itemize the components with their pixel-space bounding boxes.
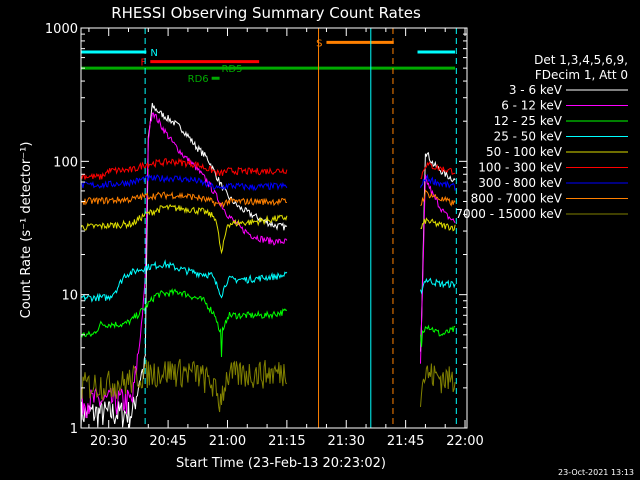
- legend-label-8: 7000 - 15000 keV: [455, 207, 562, 221]
- legend-label-6: 300 - 800 keV: [478, 176, 562, 190]
- series-line-5: [80, 157, 456, 180]
- legend-label-7: 800 - 7000 keV: [471, 192, 563, 206]
- y-tick-label-2: 100: [53, 155, 78, 170]
- series-line-3: [80, 259, 456, 303]
- x-tick-label-4: 21:30: [328, 434, 365, 449]
- legend-header-1: FDecim 1, Att 0: [535, 68, 628, 82]
- legend-label-5: 100 - 300 keV: [478, 161, 562, 175]
- series-line-2: [80, 287, 456, 358]
- legend-label-1: 6 - 12 keV: [501, 99, 563, 113]
- x-tick-label-3: 21:15: [268, 434, 305, 449]
- legend: Det 1,3,4,5,6,9,FDecim 1, Att 03 - 6 keV…: [455, 53, 628, 221]
- flag-label-2: S: [316, 38, 322, 49]
- legend-label-0: 3 - 6 keV: [509, 83, 563, 97]
- x-tick-label-2: 21:00: [209, 434, 246, 449]
- x-tick-label-1: 20:45: [149, 434, 186, 449]
- legend-label-3: 25 - 50 keV: [494, 130, 563, 144]
- x-axis-label: Start Time (23-Feb-13 20:23:02): [176, 456, 386, 471]
- series-line-8: [80, 358, 456, 413]
- x-axis: 20:30 20:45 21:00 21:15 21:30 21:45 22:00: [88, 28, 484, 449]
- x-tick-label-0: 20:30: [90, 434, 127, 449]
- y-axis: 1 10 100 1000: [45, 22, 467, 437]
- flag-label-1: F: [141, 58, 147, 69]
- flag-label-0: N: [150, 48, 157, 59]
- x-tick-label-5: 21:45: [387, 434, 424, 449]
- legend-header-0: Det 1,3,4,5,6,9,: [534, 53, 628, 67]
- flag-label-4: RD6: [188, 74, 209, 85]
- x-tick-label-6: 22:00: [446, 434, 483, 449]
- chart-title: RHESSI Observing Summary Count Rates: [111, 4, 421, 22]
- series-line-4: [80, 203, 456, 255]
- series-line-6: [80, 173, 456, 192]
- legend-label-2: 12 - 25 keV: [494, 114, 563, 128]
- y-tick-label-3: 1000: [45, 22, 78, 37]
- y-axis-label: Count Rate (s⁻¹ detector⁻¹): [19, 142, 34, 319]
- footer-date: 23-Oct-2021 13:13: [558, 468, 634, 477]
- plot-frame: [80, 27, 468, 429]
- plot-layers: NFSRD6RD5: [80, 28, 457, 429]
- series-line-7: [80, 188, 456, 209]
- y-tick-label-0: 1: [70, 422, 78, 437]
- y-tick-label-1: 10: [61, 289, 78, 304]
- legend-label-4: 50 - 100 keV: [486, 145, 563, 159]
